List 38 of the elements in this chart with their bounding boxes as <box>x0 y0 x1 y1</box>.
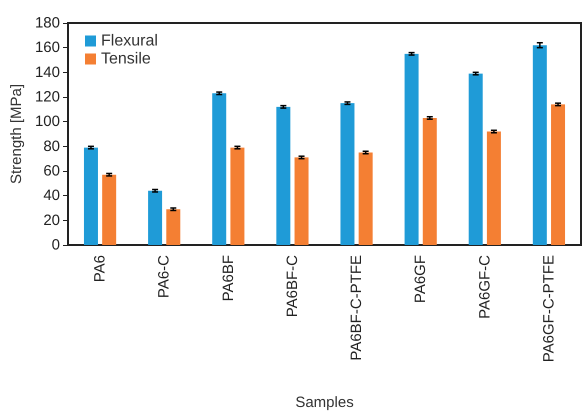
bar <box>532 45 547 245</box>
bar <box>276 106 290 245</box>
x-tick-label: PA6BF <box>220 255 237 302</box>
bar <box>404 54 419 245</box>
bar <box>102 174 116 245</box>
y-tick-label: 160 <box>34 39 60 56</box>
y-tick-label: 20 <box>43 212 60 229</box>
x-tick-label: PA6GF-C-PTFE <box>540 255 558 362</box>
legend-label: Tensile <box>101 50 151 68</box>
y-tick-label: 40 <box>43 187 60 204</box>
x-axis-title: Samples <box>295 394 354 411</box>
y-tick-label: 180 <box>34 14 60 32</box>
bar <box>486 132 501 245</box>
bar <box>422 118 437 245</box>
bar <box>212 93 226 245</box>
y-tick-label: 140 <box>34 64 60 81</box>
legend-label: Flexural <box>101 32 158 50</box>
y-tick-label: 100 <box>34 113 60 130</box>
x-tick-label: PA6 <box>92 255 109 282</box>
y-tick-label: 80 <box>43 138 60 155</box>
y-tick-label: 0 <box>52 236 60 254</box>
bar <box>294 157 309 245</box>
x-tick-label: PA6GF <box>412 255 430 304</box>
x-tick-label: PA6-C <box>156 254 173 298</box>
y-tick-label: 60 <box>43 162 60 180</box>
bar <box>358 152 373 245</box>
bar <box>551 104 566 245</box>
bar <box>230 148 244 245</box>
y-tick-label: 120 <box>34 88 60 106</box>
bar <box>84 148 98 245</box>
bar <box>166 209 180 245</box>
bar <box>340 103 354 245</box>
x-tick-label: PA6GF-C <box>476 254 494 319</box>
bar <box>148 190 162 245</box>
x-tick-label: PA6BF-C-PTFE <box>348 255 366 361</box>
x-tick-label: PA6BF-C <box>284 254 301 318</box>
bar <box>468 74 483 245</box>
y-axis-title: Strength [MPa] <box>8 84 26 184</box>
